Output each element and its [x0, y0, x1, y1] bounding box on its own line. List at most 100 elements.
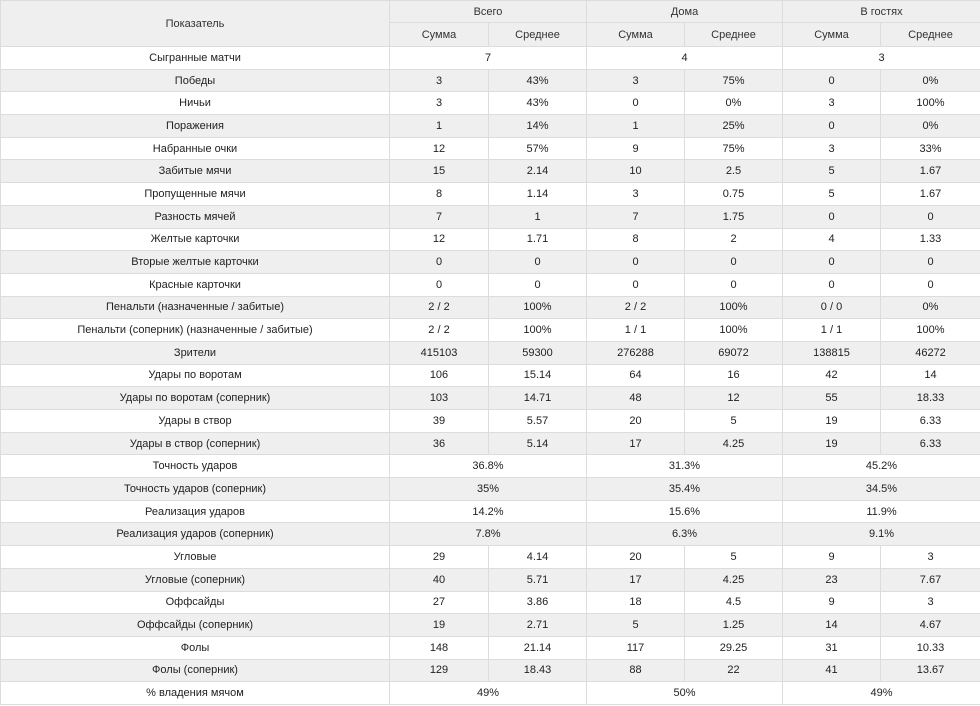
merged-value-cell: 35.4% [587, 478, 783, 501]
avg-cell: 0% [881, 115, 980, 138]
avg-cell: 16 [685, 364, 783, 387]
sum-cell: 148 [390, 636, 489, 659]
avg-cell: 4.25 [685, 432, 783, 455]
sum-cell: 5 [783, 160, 881, 183]
table-row: Оффсайды (соперник) 19 2.71 5 1.25 14 4.67 [1, 614, 980, 637]
sum-cell: 19 [783, 410, 881, 433]
row-label: Удары по воротам (соперник) [1, 387, 390, 410]
row-label: Поражения [1, 115, 390, 138]
row-label: Реализация ударов [1, 500, 390, 523]
sum-cell: 3 [587, 69, 685, 92]
sum-cell: 1 [587, 115, 685, 138]
merged-value-cell: 36.8% [390, 455, 587, 478]
avg-cell: 4.67 [881, 614, 980, 637]
sum-cell: 39 [390, 410, 489, 433]
avg-cell: 6.33 [881, 432, 980, 455]
sum-cell: 0 [783, 273, 881, 296]
avg-cell: 100% [489, 296, 587, 319]
sum-cell: 0 [587, 92, 685, 115]
table-header: Показатель Всего Дома В гостях Сумма Сре… [1, 1, 980, 47]
avg-cell: 4.14 [489, 546, 587, 569]
merged-value-cell: 49% [783, 682, 980, 705]
sum-cell: 31 [783, 636, 881, 659]
avg-cell: 14.71 [489, 387, 587, 410]
sum-cell: 19 [390, 614, 489, 637]
row-label: Зрители [1, 341, 390, 364]
avg-cell: 6.33 [881, 410, 980, 433]
sum-cell: 129 [390, 659, 489, 682]
table-row: Удары по воротам 106 15.14 64 16 42 14 [1, 364, 980, 387]
merged-value-cell: 7.8% [390, 523, 587, 546]
sum-cell: 0 [587, 273, 685, 296]
avg-cell: 21.14 [489, 636, 587, 659]
sum-cell: 3 [390, 69, 489, 92]
row-label: Фолы (соперник) [1, 659, 390, 682]
avg-cell: 69072 [685, 341, 783, 364]
header-sum-total: Сумма [390, 23, 489, 47]
avg-cell: 22 [685, 659, 783, 682]
table-row: Сыгранные матчи 7 4 3 [1, 47, 980, 70]
table-row: Точность ударов 36.8% 31.3% 45.2% [1, 455, 980, 478]
avg-cell: 18.43 [489, 659, 587, 682]
header-avg-away: Среднее [881, 23, 980, 47]
avg-cell: 4.5 [685, 591, 783, 614]
sum-cell: 12 [390, 137, 489, 160]
avg-cell: 1.75 [685, 205, 783, 228]
table-row: Разность мячей 7 1 7 1.75 0 0 [1, 205, 980, 228]
sum-cell: 1 / 1 [587, 319, 685, 342]
avg-cell: 10.33 [881, 636, 980, 659]
avg-cell: 1.33 [881, 228, 980, 251]
sum-cell: 55 [783, 387, 881, 410]
table-row: Оффсайды 27 3.86 18 4.5 9 3 [1, 591, 980, 614]
avg-cell: 2.71 [489, 614, 587, 637]
table-row: Зрители 415103 59300 276288 69072 138815 46272 [1, 341, 980, 364]
merged-value-cell: 7 [390, 47, 587, 70]
sum-cell: 20 [587, 546, 685, 569]
sum-cell: 106 [390, 364, 489, 387]
row-label: Желтые карточки [1, 228, 390, 251]
avg-cell: 0.75 [685, 183, 783, 206]
row-label: Сыгранные матчи [1, 47, 390, 70]
sum-cell: 20 [587, 410, 685, 433]
sum-cell: 0 [390, 251, 489, 274]
avg-cell: 57% [489, 137, 587, 160]
table-row: Реализация ударов (соперник) 7.8% 6.3% 9.1% [1, 523, 980, 546]
merged-value-cell: 4 [587, 47, 783, 70]
avg-cell: 5.14 [489, 432, 587, 455]
sum-cell: 138815 [783, 341, 881, 364]
avg-cell: 14 [881, 364, 980, 387]
row-label: Удары по воротам [1, 364, 390, 387]
header-group-home: Дома [587, 1, 783, 23]
sum-cell: 23 [783, 568, 881, 591]
sum-cell: 103 [390, 387, 489, 410]
merged-value-cell: 11.9% [783, 500, 980, 523]
row-label: Пенальти (назначенные / забитые) [1, 296, 390, 319]
row-label: Удары в створ [1, 410, 390, 433]
row-label: Ничьи [1, 92, 390, 115]
sum-cell: 415103 [390, 341, 489, 364]
avg-cell: 13.67 [881, 659, 980, 682]
row-label: Победы [1, 69, 390, 92]
merged-value-cell: 9.1% [783, 523, 980, 546]
sum-cell: 0 [783, 251, 881, 274]
avg-cell: 46272 [881, 341, 980, 364]
row-label: Реализация ударов (соперник) [1, 523, 390, 546]
table-row: Фолы 148 21.14 117 29.25 31 10.33 [1, 636, 980, 659]
sum-cell: 0 [587, 251, 685, 274]
sum-cell: 15 [390, 160, 489, 183]
table-row: Угловые (соперник) 40 5.71 17 4.25 23 7.67 [1, 568, 980, 591]
merged-value-cell: 35% [390, 478, 587, 501]
sum-cell: 36 [390, 432, 489, 455]
sum-cell: 0 [783, 115, 881, 138]
sum-cell: 3 [783, 137, 881, 160]
avg-cell: 5 [685, 546, 783, 569]
row-label: Точность ударов (соперник) [1, 478, 390, 501]
avg-cell: 0% [881, 69, 980, 92]
avg-cell: 75% [685, 137, 783, 160]
row-label: Разность мячей [1, 205, 390, 228]
avg-cell: 3.86 [489, 591, 587, 614]
row-label: Пропущенные мячи [1, 183, 390, 206]
avg-cell: 1.25 [685, 614, 783, 637]
sum-cell: 2 / 2 [390, 296, 489, 319]
